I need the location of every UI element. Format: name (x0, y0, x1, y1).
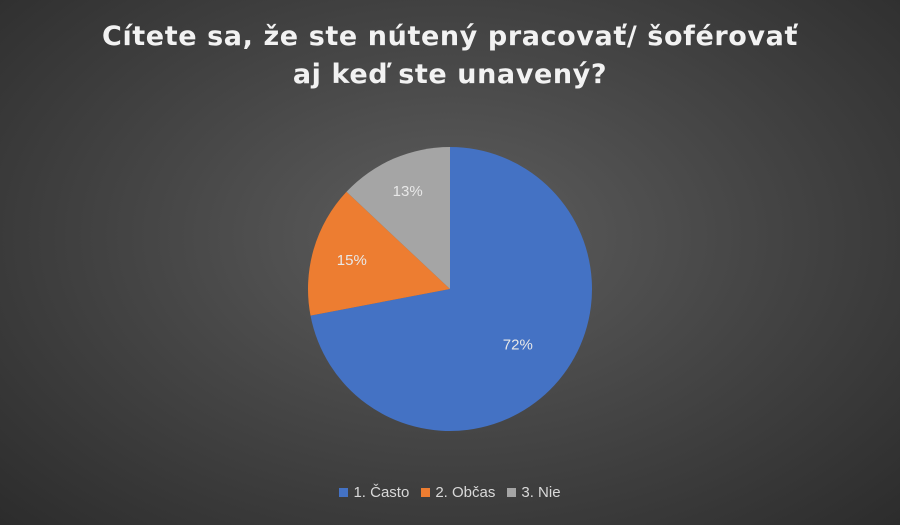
legend-item-nie: 3. Nie (507, 484, 561, 501)
legend-label-nie: 3. Nie (521, 484, 561, 501)
pie-slice-casto (310, 147, 593, 432)
legend-item-obcas: 2. Občas (421, 484, 495, 501)
pie-slices (308, 147, 593, 432)
legend-item-casto: 1. Často (339, 484, 409, 501)
data-label-obcas: 15% (337, 252, 367, 269)
data-label-casto: 72% (503, 337, 533, 354)
pie-slice-nie (346, 147, 450, 289)
chart-title-line-1: Cítete sa, že ste nútený pracovať/ šofér… (102, 21, 798, 52)
chart-title: Cítete sa, že ste nútený pracovať/ šofér… (0, 18, 900, 94)
pie-slice-obcas (308, 191, 450, 316)
legend-swatch-casto (339, 488, 349, 497)
chart-title-line-2: aj keď ste unavený? (292, 59, 608, 90)
legend-swatch-obcas (421, 488, 431, 497)
data-label-nie: 13% (393, 183, 423, 200)
legend-swatch-nie (507, 488, 517, 497)
legend-label-casto: 1. Často (353, 484, 410, 501)
legend-label-obcas: 2. Občas (435, 484, 496, 501)
pie-data-labels: 72% 15% 13% (337, 183, 533, 354)
legend: 1. Často 2. Občas 3. Nie (0, 484, 900, 501)
